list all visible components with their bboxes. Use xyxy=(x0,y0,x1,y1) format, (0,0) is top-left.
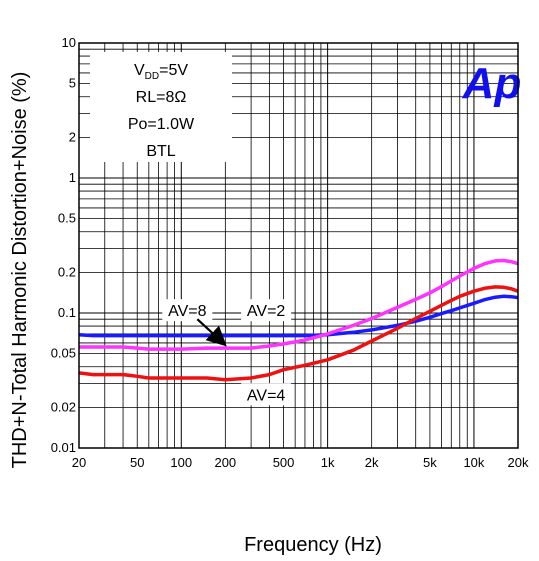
condition-rl: RL=8Ω xyxy=(136,89,187,106)
x-tick-label: 50 xyxy=(130,455,144,470)
annotation-label: AV=8 xyxy=(168,303,207,320)
y-tick-label: 0.05 xyxy=(51,346,76,361)
y-tick-label: 2 xyxy=(69,129,76,144)
y-tick-label: 0.1 xyxy=(58,305,76,320)
plot-frame xyxy=(78,42,519,449)
x-tick-label: 20 xyxy=(72,455,86,470)
x-tick-label: 2k xyxy=(365,455,379,470)
y-tick-label: 5 xyxy=(69,76,76,91)
x-tick-label: 100 xyxy=(170,455,192,470)
annotation-arrow xyxy=(196,318,227,347)
annotation-background xyxy=(241,299,292,322)
tick-labels: 20 50 100 200 500 1k 2k 5k 10k 20k 0.01 0.02 0.05 0.1… xyxy=(51,35,529,470)
condition-mode: BTL xyxy=(146,143,175,160)
x-tick-label: 20k xyxy=(508,455,529,470)
x-tick-label: 200 xyxy=(214,455,236,470)
annotations: AV=8 AV=2 AV=4 xyxy=(162,299,292,406)
annotation-background xyxy=(241,383,292,406)
y-tick-label: 1 xyxy=(69,170,76,185)
conditions-box: VDD=5V RL=8Ω Po=1.0W BTL xyxy=(90,52,232,162)
x-tick-label: 500 xyxy=(273,455,295,470)
vdd-value: =5V xyxy=(159,62,188,79)
condition-vdd: VDD=5V xyxy=(134,62,188,82)
x-tick-label: 10k xyxy=(463,455,484,470)
y-tick-label: 0.01 xyxy=(51,440,76,455)
y-tick-label: 10 xyxy=(62,35,76,50)
y-axis-title: THD+N-Total Harmonic Distortion+Noise (%… xyxy=(9,72,31,469)
y-tick-label: 0.02 xyxy=(51,399,76,414)
ap-logo: Ap xyxy=(462,59,522,108)
series-line-av2 xyxy=(78,294,519,338)
vdd-sub: DD xyxy=(145,71,159,82)
series-lines xyxy=(78,258,519,382)
annotation-label: AV=4 xyxy=(247,387,286,404)
y-tick-label: 0.5 xyxy=(58,211,76,226)
condition-po: Po=1.0W xyxy=(128,116,195,133)
annotation-background xyxy=(162,299,213,322)
vdd-main: V xyxy=(134,62,145,79)
x-axis-title: Frequency (Hz) xyxy=(244,534,382,556)
series-line-av4 xyxy=(78,285,519,382)
x-tick-label: 1k xyxy=(321,455,335,470)
x-tick-label: 5k xyxy=(423,455,437,470)
annotation-label: AV=2 xyxy=(247,303,286,320)
series-line-av8 xyxy=(79,258,519,351)
y-tick-label: 0.2 xyxy=(58,264,76,279)
